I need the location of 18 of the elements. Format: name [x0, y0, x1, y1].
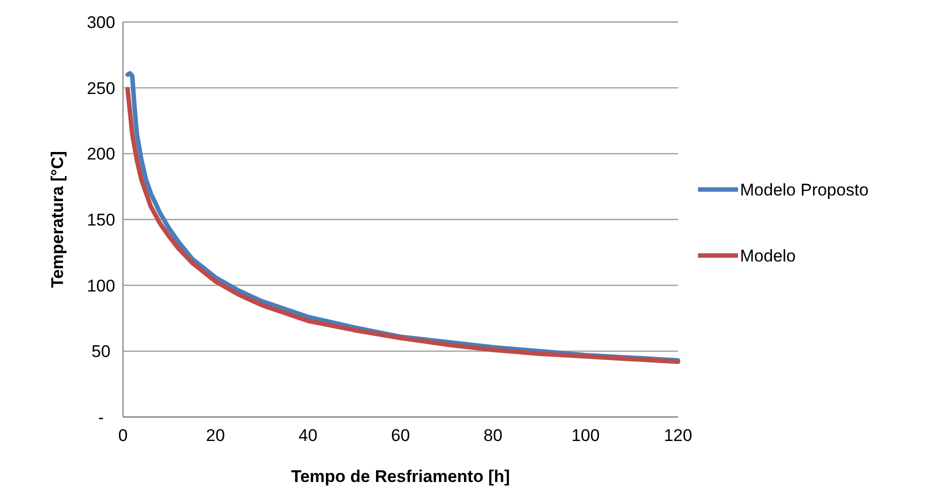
y-tick-label: - — [98, 408, 104, 427]
legend-label: Modelo — [740, 246, 796, 266]
x-tick-label: 20 — [206, 426, 225, 445]
y-tick-label: 150 — [86, 210, 116, 230]
x-tick-label: 0 — [118, 426, 128, 445]
y-tick-label: 50 — [92, 342, 110, 362]
x-tick-label: 80 — [484, 426, 502, 445]
legend-label: Modelo Proposto — [740, 180, 869, 200]
x-tick-label: 40 — [298, 426, 318, 445]
y-tick-label: 300 — [86, 13, 116, 32]
x-tick-label: 120 — [664, 426, 692, 445]
x-tick-label: 100 — [571, 426, 600, 445]
y-axis-title: Temperatura [°C] — [48, 151, 67, 288]
x-axis-title: Tempo de Resfriamento [h] — [291, 467, 510, 486]
x-tick-label: 60 — [391, 426, 410, 445]
y-tick-label: 200 — [86, 144, 116, 164]
y-tick-label: 100 — [86, 276, 116, 296]
y-tick-label: 250 — [86, 78, 116, 98]
